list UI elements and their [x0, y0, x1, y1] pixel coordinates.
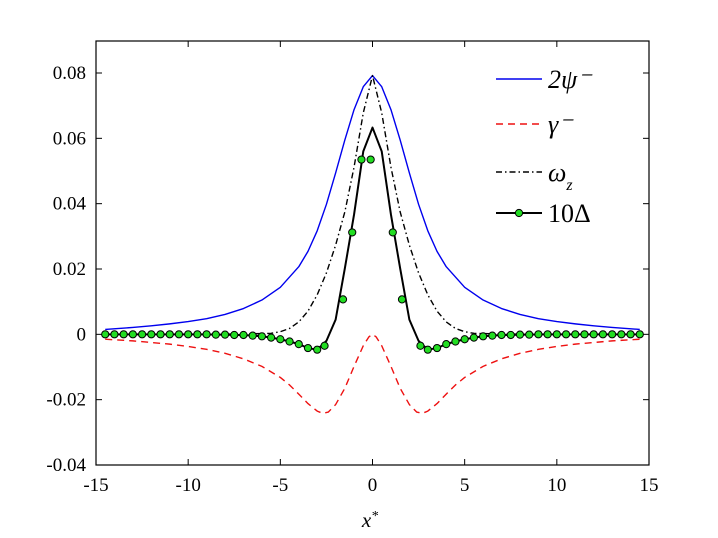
series-point-delta	[338, 295, 348, 304]
legend-label-psi: 2ψ⁻	[548, 65, 593, 94]
x-tick-label: -10	[176, 475, 201, 496]
series-point-delta	[303, 343, 313, 353]
series-point-delta	[626, 330, 635, 339]
series-point-delta	[128, 330, 137, 339]
y-tick-label: -0.02	[46, 390, 86, 411]
legend-label-omega: ωz	[548, 158, 573, 194]
series-point-delta	[184, 330, 193, 339]
series-point-delta	[451, 337, 460, 346]
y-tick-label: 0.02	[53, 259, 86, 280]
x-axis-ticks: -15 -10 -5 0 5 10 15	[83, 41, 659, 496]
series-point-delta	[608, 330, 617, 339]
series-point-delta	[423, 345, 432, 354]
plot-frame	[95, 40, 650, 466]
y-tick-label: 0	[77, 324, 87, 345]
series-point-delta	[348, 228, 357, 237]
series-point-delta	[267, 333, 276, 342]
x-tick-label: -5	[272, 475, 288, 496]
x-axis-label: x*	[361, 508, 378, 532]
x-tick-label: 0	[368, 475, 378, 496]
x-tick-label: 10	[547, 475, 566, 496]
series-point-delta	[388, 228, 397, 237]
series-point-delta	[580, 330, 589, 339]
series-point-delta	[357, 155, 366, 164]
legend: 2ψ⁻ γ⁻ ωz 10Δ	[496, 65, 593, 228]
series-point-delta	[469, 333, 478, 342]
series-point-delta	[506, 330, 515, 340]
series-point-delta	[294, 340, 303, 349]
series-point-delta	[276, 335, 285, 344]
y-tick-label: -0.04	[46, 455, 86, 476]
y-axis-ticks: -0.04 -0.02 0 0.02 0.04 0.06 0.08	[46, 63, 649, 476]
series-point-delta	[617, 330, 626, 339]
legend-marker-delta	[514, 208, 524, 218]
series-point-delta	[598, 330, 608, 339]
series-point-delta	[589, 330, 598, 339]
series-point-delta	[561, 330, 571, 339]
series-line-omega	[105, 74, 640, 336]
y-tick-label: 0.06	[53, 128, 86, 149]
series-point-delta	[248, 331, 257, 340]
series-point-delta	[397, 295, 407, 304]
series-point-delta	[285, 337, 294, 346]
series-point-delta	[156, 330, 165, 339]
series-point-delta	[230, 330, 239, 340]
series-point-delta	[479, 332, 488, 341]
plot-area	[101, 74, 644, 415]
x-tick-label: 15	[640, 475, 659, 496]
series-point-delta	[147, 330, 156, 339]
series-point-delta	[137, 330, 147, 339]
series-point-delta	[202, 330, 211, 339]
series-point-delta	[320, 341, 329, 350]
series-point-delta	[257, 332, 266, 341]
series-point-delta	[442, 340, 451, 349]
legend-label-gamma: γ⁻	[548, 110, 574, 139]
series-point-delta	[552, 330, 561, 339]
series-point-delta	[239, 330, 248, 340]
series-point-delta	[110, 330, 119, 339]
series-point-delta	[165, 330, 174, 339]
x-tick-label: 5	[460, 475, 470, 496]
series-point-delta	[525, 330, 534, 339]
legend-label-delta: 10Δ	[548, 199, 591, 228]
series-point-delta	[174, 330, 184, 339]
series-point-delta	[488, 331, 497, 340]
series-point-delta	[416, 341, 425, 350]
series-point-delta	[635, 330, 644, 339]
x-tick-label: -15	[83, 475, 108, 496]
series-point-delta	[193, 330, 202, 339]
series-point-delta	[211, 330, 220, 339]
series-point-delta	[497, 330, 506, 340]
y-tick-label: 0.08	[53, 63, 86, 84]
series-point-delta	[543, 330, 552, 339]
y-tick-label: 0.04	[53, 194, 87, 215]
series-point-delta	[101, 330, 110, 339]
series-point-delta	[366, 155, 375, 164]
series-point-delta	[432, 343, 442, 353]
series-point-delta	[220, 330, 230, 339]
series-point-delta	[534, 330, 543, 339]
series-point-delta	[571, 330, 580, 339]
series-point-delta	[313, 345, 322, 354]
series-point-delta	[460, 335, 469, 344]
series-point-delta	[515, 330, 525, 339]
series-point-delta	[119, 330, 128, 339]
